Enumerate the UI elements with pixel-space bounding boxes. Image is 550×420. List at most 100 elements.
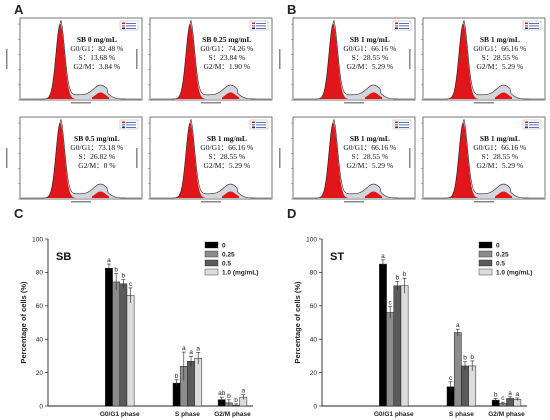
s-phase-percentage: S：26.82 % [79, 152, 116, 161]
g0g1-peak [318, 23, 349, 100]
significance-letter: c [389, 300, 393, 307]
mini-legend-swatch [122, 121, 125, 124]
significance-letter: b [396, 275, 400, 282]
flow-y-axis-caption [279, 49, 281, 69]
s-phase-fill [424, 184, 544, 198]
flow-x-axis-caption [474, 201, 494, 203]
bar [400, 285, 409, 407]
significance-letter: b [470, 354, 474, 361]
flow-y-axis-caption [6, 49, 8, 69]
s-phase-percentage: S：28.55 % [482, 152, 519, 161]
x-category-label: G2/M phase [488, 411, 525, 418]
bar [468, 365, 477, 407]
bar [172, 382, 181, 407]
g2m-peak [494, 191, 513, 198]
panel-label-a: A [14, 2, 24, 17]
mini-legend-swatch [525, 126, 528, 129]
x-category-label: G0/G1 phase [100, 411, 140, 418]
g0g1-peak [175, 122, 206, 198]
s-phase-fill [151, 85, 271, 99]
mini-legend-line [256, 28, 266, 29]
legend-label: 0.25 [222, 252, 235, 259]
significance-letter: a [189, 349, 193, 356]
bar [119, 283, 128, 407]
mini-legend-swatch [252, 22, 255, 25]
histogram-outline [424, 19, 544, 100]
mini-legend-swatch [395, 126, 398, 129]
g0g1-peak [318, 122, 349, 198]
flow-panel-title: SB 0.25 mg/mL [202, 35, 251, 44]
flow-panel-title: SB 1 mg/mL [480, 134, 520, 143]
g2m-peak [364, 191, 383, 198]
s-phase-percentage: S：13.68 % [79, 53, 116, 62]
flow-plot-frame [19, 17, 143, 101]
significance-letter: a [182, 345, 186, 352]
mini-legend-swatch [525, 22, 528, 25]
flow-plot-frame [149, 17, 273, 101]
legend-label: 1.0 (mg/mL) [222, 270, 258, 277]
chart-tag: SB [56, 251, 71, 263]
g0g1-percentage: G0/G1：66.16 % [343, 44, 396, 53]
bar [379, 263, 387, 407]
mini-legend-line [256, 127, 266, 128]
s-phase-fill [294, 85, 414, 99]
significance-letter: b [234, 397, 238, 404]
y-tick-label: 60 [36, 303, 44, 310]
g0g1-percentage: G0/G1：66.16 % [200, 143, 253, 152]
x-category-label: S phase [175, 411, 200, 418]
x-category-label: S phase [449, 411, 474, 418]
legend-label: 0.5 [222, 261, 231, 268]
mini-legend-line [256, 23, 266, 24]
significance-letter: c [449, 375, 453, 382]
g2m-peak [364, 92, 383, 99]
flow-plot-frame [422, 116, 546, 200]
s-phase-fill [294, 184, 414, 198]
significance-letter: b [114, 267, 118, 274]
significance-letter: a [381, 253, 385, 260]
histogram-outline [21, 118, 141, 199]
mini-legend-line [399, 124, 409, 126]
legend-label: 0.5 [496, 261, 505, 268]
s-phase-percentage: S：28.55 % [352, 152, 389, 161]
panel-label-b: B [287, 2, 296, 17]
significance-letter: b [227, 393, 231, 400]
mini-legend-line [529, 127, 539, 128]
mini-legend-swatch [525, 25, 528, 27]
g0g1-percentage: G0/G1：74.26 % [200, 44, 253, 53]
bar [386, 312, 394, 407]
bar [112, 281, 121, 407]
y-tick-label: 20 [36, 370, 44, 377]
flow-x-axis-caption [71, 102, 91, 104]
mini-legend-swatch [252, 25, 255, 27]
mini-legend-line [126, 124, 136, 126]
y-tick-label: 60 [310, 303, 318, 310]
g0g1-peak [45, 23, 76, 100]
flow-x-axis-caption [344, 201, 364, 203]
legend-label: 1.0 (mg/mL) [496, 270, 532, 277]
g2m-peak [494, 92, 513, 99]
g2m-percentage: G2/M：5.29 % [477, 62, 524, 71]
s-phase-fill [21, 184, 141, 198]
significance-letter: b [463, 355, 467, 362]
flow-y-axis-caption [6, 148, 8, 168]
g2m-percentage: G2/M：0 % [78, 161, 115, 170]
y-tick-label: 0 [313, 403, 317, 410]
flow-plot-frame [19, 116, 143, 200]
flow-y-axis-caption [409, 49, 411, 69]
histogram-outline [21, 19, 141, 100]
mini-legend-swatch [122, 124, 125, 126]
y-tick-label: 100 [32, 236, 43, 243]
legend-swatch [204, 268, 219, 276]
g0g1-percentage: G0/G1：66.16 % [473, 143, 526, 152]
flow-plot-frame [422, 17, 546, 101]
s-phase-percentage: S：28.55 % [352, 53, 389, 62]
flow-panel-title: SB 1 mg/mL [350, 134, 390, 143]
g0g1-percentage: G0/G1：66.16 % [473, 44, 526, 53]
y-axis-label: Percentage of cells (%) [293, 281, 302, 364]
y-tick-label: 80 [310, 270, 318, 277]
flow-x-axis-caption [474, 102, 494, 104]
s-phase-percentage: S：28.55 % [209, 152, 246, 161]
